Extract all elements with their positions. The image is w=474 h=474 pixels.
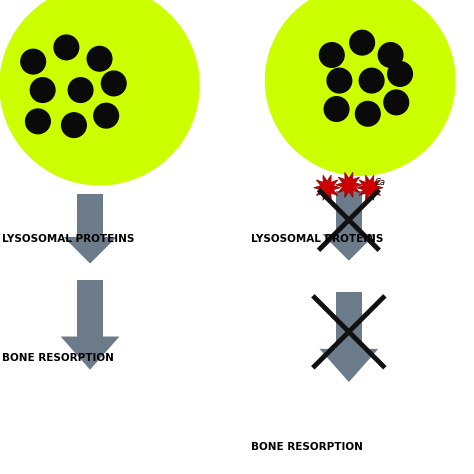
Circle shape xyxy=(30,78,55,102)
Polygon shape xyxy=(356,175,383,201)
Bar xyxy=(336,191,362,234)
Circle shape xyxy=(101,71,126,96)
Circle shape xyxy=(68,78,93,102)
Bar xyxy=(77,194,103,237)
Circle shape xyxy=(378,43,403,67)
Circle shape xyxy=(62,113,86,137)
Circle shape xyxy=(350,30,374,55)
Polygon shape xyxy=(314,175,340,201)
Circle shape xyxy=(54,35,79,60)
Circle shape xyxy=(384,90,409,115)
Circle shape xyxy=(319,43,344,67)
Circle shape xyxy=(26,109,50,134)
Circle shape xyxy=(94,103,118,128)
Circle shape xyxy=(21,49,46,74)
Polygon shape xyxy=(61,337,119,370)
Text: Ca: Ca xyxy=(374,178,385,186)
Text: LYSOSOMAL PROTEINS: LYSOSOMAL PROTEINS xyxy=(2,234,134,244)
Text: LYSOSOMAL PROTEINS: LYSOSOMAL PROTEINS xyxy=(251,234,383,244)
Circle shape xyxy=(327,68,352,93)
Circle shape xyxy=(356,101,380,126)
Bar xyxy=(336,292,362,349)
Polygon shape xyxy=(64,237,117,264)
Circle shape xyxy=(324,97,349,121)
Text: BONE RESORPTION: BONE RESORPTION xyxy=(251,442,363,453)
Circle shape xyxy=(265,0,455,175)
Circle shape xyxy=(388,62,412,86)
Polygon shape xyxy=(322,234,375,261)
Bar xyxy=(77,280,103,337)
Circle shape xyxy=(87,46,112,71)
Circle shape xyxy=(359,68,384,93)
Text: BONE RESORPTION: BONE RESORPTION xyxy=(2,353,114,364)
Polygon shape xyxy=(336,172,362,198)
Circle shape xyxy=(0,0,199,185)
Polygon shape xyxy=(319,349,378,382)
